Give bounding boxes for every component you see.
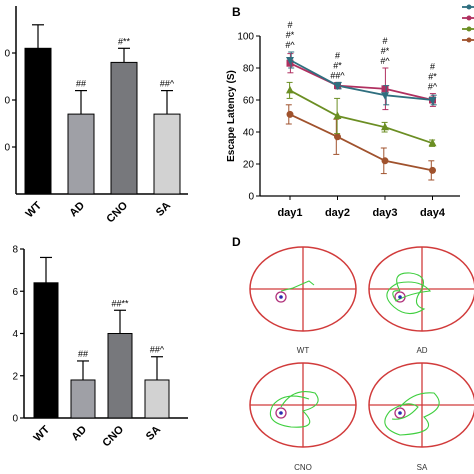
data-point [428,138,437,147]
category-label: SA [154,200,173,219]
significance-label: #* [428,72,437,82]
significance-label: # [335,50,340,60]
significance-label: # [287,20,292,30]
bar [24,47,52,195]
trajectory-label: WT [297,346,310,355]
y-tick-label: 8 [12,245,18,256]
trajectory-label: AD [416,346,427,355]
significance-label: #^ [380,56,390,66]
bar [153,113,181,195]
x-tick-label: day1 [277,207,302,219]
data-point [428,97,437,105]
y-tick-label: 2 [12,371,18,382]
x-tick-label: day3 [372,207,397,219]
data-point [334,133,341,141]
panel-d-swim-trajectories: D WT AD CNO SA [232,235,474,472]
legend-marker [466,15,472,21]
data-point [429,166,436,174]
bar [107,333,133,419]
trajectory-label: SA [417,463,428,472]
legend-marker [466,37,472,43]
data-point [286,110,294,118]
bar [70,379,96,419]
panel-d-label: D [232,235,241,249]
significance-label: ##** [111,298,129,308]
category-label: WT [24,199,45,220]
bar [144,379,170,419]
data-point [333,111,342,119]
data-point [286,85,294,94]
x-tick-label: day4 [420,207,446,219]
start-point [279,411,283,415]
y-tick-label: 0 [12,414,18,425]
y-tick-label: 0 [248,192,254,203]
start-point [279,295,283,299]
category-label: SA [144,424,163,443]
series-line [289,113,433,172]
platform-marker [394,407,406,419]
swim-trajectory [269,391,319,428]
y-tick-label: 20 [243,160,255,171]
bar [110,61,138,195]
y-axis-title: Escape Latency (S) [226,70,237,162]
swim-trajectory [384,392,440,436]
significance-label: #* [333,60,342,70]
y-tick-label: 0 [4,143,10,154]
significance-label: ##^ [330,70,345,80]
x-tick-label: day2 [325,207,350,219]
bar [67,113,95,195]
start-point [398,295,402,299]
platform-marker [275,407,287,419]
category-label: AD [69,424,89,444]
series-line [289,62,433,101]
y-tick-label: 100 [237,32,254,43]
significance-label: #^ [428,82,438,92]
bar [33,282,59,419]
significance-label: ## [78,349,88,359]
trajectory-label: CNO [294,463,312,472]
start-point [398,411,402,415]
category-label: WT [32,423,53,444]
category-label: CNO [100,423,126,449]
significance-label: # [382,36,387,46]
swim-trajectory [386,272,432,315]
significance-label: ##^ [150,345,165,355]
data-point [333,82,342,91]
panel-a-bar-chart: 0 0 0 WT ## AD #** CNO ##^ SA [4,6,188,225]
y-tick-label: 0 [4,49,10,60]
significance-label: ## [76,79,86,89]
significance-label: #** [118,36,131,46]
series-line [289,59,433,101]
panel-c-bar-chart: 0 2 4 6 8 WT ## AD ##** CNO ##^ SA [12,245,188,449]
legend-marker [466,26,472,32]
series-line [289,89,433,145]
y-tick-label: 4 [12,329,18,340]
legend-marker [466,4,472,10]
y-tick-label: 80 [243,64,255,75]
y-tick-label: 40 [243,128,255,139]
data-point [381,122,389,131]
panel-b-label: B [232,5,241,19]
category-label: AD [67,200,87,220]
platform-marker [275,291,287,303]
y-tick-label: 60 [243,96,255,107]
swim-trajectory [280,280,315,292]
data-point [286,57,294,65]
significance-label: # [430,62,435,72]
significance-label: #* [381,46,390,56]
y-tick-label: 0 [4,96,10,107]
data-point [381,157,389,165]
significance-label: ##^ [160,79,175,89]
data-point [381,85,389,93]
category-label: CNO [104,199,130,225]
panel-b-line-chart: B 0 20 40 60 80 100 day1 day2 day3 day4 Escape Lat… [226,4,474,219]
significance-label: #^ [285,40,295,50]
significance-label: #* [286,30,295,40]
y-tick-label: 6 [12,287,18,298]
data-point [381,92,389,100]
